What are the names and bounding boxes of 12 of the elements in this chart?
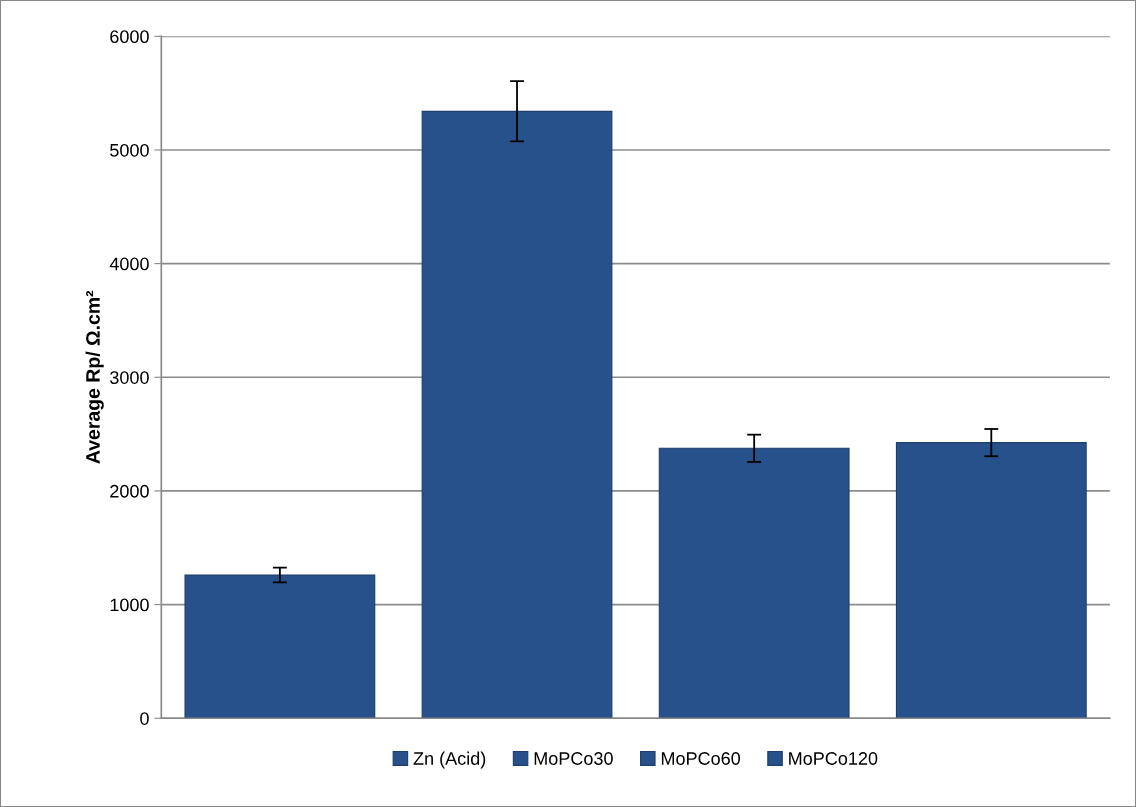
y-tick-label: 4000 bbox=[109, 257, 149, 271]
legend-label: MoPCo60 bbox=[661, 752, 741, 765]
y-tick-label: 1000 bbox=[110, 598, 149, 612]
y-axis-title: Average Rp/ Ω.cm² bbox=[85, 290, 104, 464]
legend-label: MoPCo120 bbox=[789, 752, 878, 765]
legend-label: Zn (Acid) bbox=[413, 751, 486, 769]
legend-label: MoPCo30 bbox=[534, 752, 613, 765]
y-tick-label: 3000 bbox=[110, 371, 149, 384]
y-tick-label: 5000 bbox=[110, 143, 149, 157]
y-tick-label: 0 bbox=[140, 712, 149, 725]
y-tick-label: 6000 bbox=[110, 30, 149, 44]
y-tick-label: 2000 bbox=[110, 484, 149, 498]
